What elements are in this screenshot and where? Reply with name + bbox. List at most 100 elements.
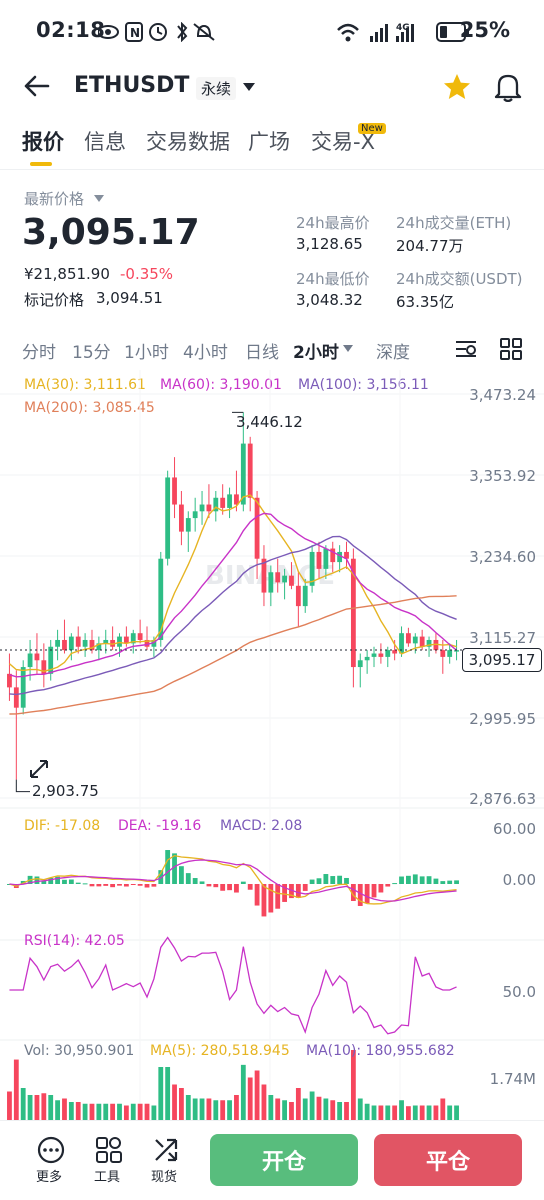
- vol-axis: 1.74M: [489, 1070, 536, 1088]
- macd-bar: [344, 877, 349, 884]
- volume-bar: [227, 1100, 232, 1120]
- macd-bar: [240, 881, 246, 884]
- macd-bar: [192, 878, 198, 884]
- volume-bar: [137, 1103, 143, 1120]
- volume-bar: [309, 1091, 315, 1120]
- volume-bar: [385, 1105, 391, 1120]
- tools-label[interactable]: 工具: [94, 1170, 121, 1185]
- candle: [55, 639, 60, 647]
- tab-square[interactable]: 广场: [248, 130, 290, 154]
- expand-icon[interactable]: [28, 758, 50, 780]
- more-label[interactable]: 更多: [36, 1170, 63, 1185]
- macd-bar: [254, 884, 260, 906]
- open-position-button[interactable]: 开仓: [210, 1134, 358, 1186]
- interval-time[interactable]: 分时: [22, 343, 56, 363]
- macd-bar: [337, 875, 343, 884]
- macd-bar: [227, 884, 232, 891]
- volume-bar: [75, 1102, 81, 1120]
- chart-settings-icon[interactable]: [454, 338, 478, 360]
- interval-1d[interactable]: 日线: [245, 343, 279, 363]
- volume-bar: [275, 1098, 281, 1120]
- interval-depth[interactable]: 深度: [376, 343, 410, 363]
- candle: [275, 572, 281, 583]
- interval-15m[interactable]: 15分: [72, 343, 111, 363]
- vol-usdt-label: 24h成交额(USDT): [396, 270, 523, 288]
- vol-eth-label: 24h成交量(ETH): [396, 214, 512, 232]
- volume-bar: [41, 1093, 47, 1120]
- candle: [364, 656, 370, 661]
- interval-dropdown-icon[interactable]: [343, 345, 353, 352]
- candle: [206, 504, 212, 512]
- macd-dea: DEA: -19.16: [118, 818, 202, 834]
- latest-price: 3,095.17: [22, 212, 200, 253]
- bell-icon[interactable]: [494, 72, 522, 102]
- grid-layout-icon[interactable]: [500, 338, 522, 360]
- interval-2h[interactable]: 2小时: [293, 343, 339, 363]
- macd-bar: [247, 884, 253, 890]
- candle: [7, 673, 12, 688]
- macd-bar: [302, 884, 308, 891]
- tab-bar: 报价 信息 交易数据 广场 交易-X New: [0, 118, 544, 170]
- interval-4h[interactable]: 4小时: [183, 343, 228, 363]
- low-mark-label: 2,903.75: [32, 782, 99, 800]
- candle: [199, 504, 205, 512]
- candle: [371, 653, 377, 657]
- price-dropdown-icon[interactable]: [94, 195, 104, 202]
- spot-label[interactable]: 现货: [151, 1170, 178, 1185]
- candle: [227, 494, 232, 508]
- volume-bar: [364, 1103, 370, 1120]
- candle: [412, 636, 418, 644]
- tab-trading-data[interactable]: 交易数据: [146, 130, 230, 154]
- candle: [144, 639, 150, 647]
- volume-bar: [392, 1105, 398, 1120]
- candle: [123, 636, 129, 644]
- candle: [34, 653, 40, 661]
- macd-value: MACD: 2.08: [220, 818, 303, 834]
- candle: [137, 633, 143, 640]
- volume-bar: [234, 1095, 239, 1120]
- macd-bar: [316, 878, 322, 884]
- spot-swap-icon[interactable]: [152, 1136, 180, 1164]
- favorite-star-icon[interactable]: [442, 72, 472, 102]
- back-arrow-icon[interactable]: [22, 74, 50, 98]
- candle: [82, 639, 88, 647]
- macd-bar: [82, 883, 88, 885]
- candle: [48, 646, 54, 674]
- volume-bar: [7, 1091, 12, 1120]
- price-axis-3: 3,234.60: [469, 548, 536, 566]
- price-axis-2: 3,353.92: [469, 467, 536, 485]
- tab-quote[interactable]: 报价: [22, 130, 64, 154]
- symbol-title[interactable]: ETHUSDT: [74, 73, 190, 98]
- macd-bar: [172, 853, 177, 884]
- more-icon[interactable]: [37, 1136, 65, 1164]
- candle: [385, 650, 391, 657]
- tools-icon[interactable]: [95, 1136, 123, 1164]
- vol-label: Vol: 30,950.901: [24, 1043, 135, 1059]
- macd-bar: [440, 881, 446, 884]
- volume-bar: [117, 1103, 122, 1120]
- volume-bar: [68, 1102, 74, 1120]
- macd-bar: [41, 880, 47, 884]
- candle: [350, 558, 356, 668]
- symbol-dropdown-icon[interactable]: [242, 82, 256, 92]
- candle: [110, 639, 116, 647]
- close-position-button[interactable]: 平仓: [374, 1134, 522, 1186]
- volume-bar: [48, 1095, 54, 1120]
- candle: [13, 687, 19, 708]
- candle: [440, 650, 446, 657]
- candle: [282, 575, 287, 583]
- interval-1h[interactable]: 1小时: [124, 343, 169, 363]
- battery-icon: [436, 22, 469, 42]
- volume-bar: [426, 1105, 432, 1120]
- candle: [27, 653, 33, 668]
- macd-bar: [179, 866, 184, 884]
- macd-bar: [295, 884, 301, 898]
- macd-bar: [406, 875, 411, 884]
- volume-bar: [89, 1103, 95, 1120]
- kline-chart[interactable]: BINANCE: [0, 370, 544, 1120]
- tab-trading-x[interactable]: 交易-X: [311, 130, 375, 154]
- svg-text:4G: 4G: [396, 23, 410, 33]
- high-24h-label: 24h最高价: [296, 214, 370, 232]
- tab-info[interactable]: 信息: [84, 130, 126, 154]
- price-change: -0.35%: [120, 265, 174, 283]
